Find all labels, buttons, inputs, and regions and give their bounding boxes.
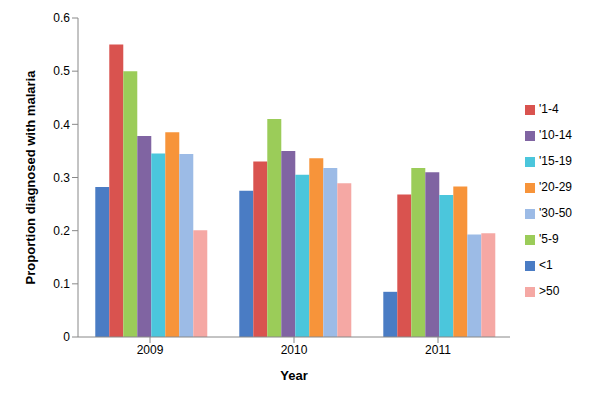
html-text:'15-19: '15-19 — [539, 154, 572, 168]
svg-text:2010: 2010 — [281, 343, 308, 357]
html-text:'5-9: '5-9 — [539, 232, 559, 246]
html-text:'10-14: '10-14 — [539, 128, 572, 142]
svg-text:0.5: 0.5 — [53, 64, 70, 78]
svg-text:0.3: 0.3 — [53, 171, 70, 185]
html-text:'1-4: '1-4 — [539, 102, 559, 116]
html-text:'30-50: '30-50 — [539, 206, 572, 220]
svg-text:2011: 2011 — [425, 343, 451, 357]
svg-text:0.6: 0.6 — [53, 11, 70, 25]
html-text:<1: <1 — [539, 258, 553, 272]
svg-text:2009: 2009 — [137, 343, 164, 357]
svg-text:0.4: 0.4 — [53, 118, 70, 132]
svg-text:0.2: 0.2 — [53, 224, 70, 238]
svg-text:0: 0 — [63, 330, 70, 344]
html-text:'20-29: '20-29 — [539, 180, 572, 194]
html-text:>50: >50 — [539, 284, 560, 298]
svg-text:0.1: 0.1 — [53, 277, 70, 291]
svg-text:Proportion diagnosed with mala: Proportion diagnosed with malaria — [23, 70, 38, 285]
svg-text:Year: Year — [280, 368, 307, 383]
